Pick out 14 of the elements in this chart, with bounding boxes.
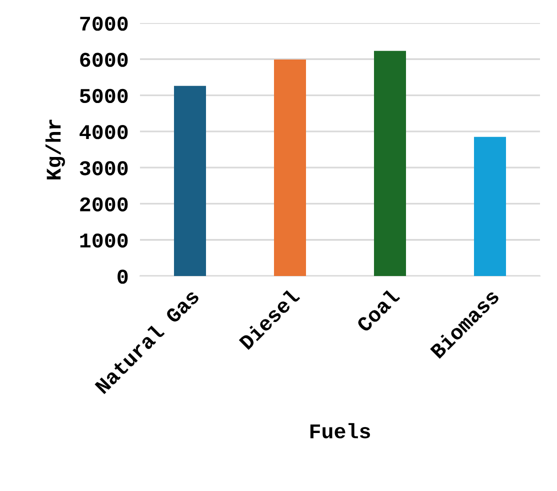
y-tick-label: 0 (118, 270, 128, 284)
bar (474, 136, 506, 276)
y-tick-label: 7000 (80, 16, 128, 31)
y-tick-label: 4000 (80, 125, 128, 140)
y-tick-label: 5000 (80, 88, 128, 104)
x-axis-title: Fuels (310, 423, 370, 438)
y-tick-label: 2000 (80, 197, 128, 212)
y-tick-label: 1000 (80, 233, 128, 248)
bar (374, 50, 406, 276)
y-axis-title: Kg/hr (45, 120, 65, 180)
bar (174, 86, 206, 276)
y-tick-label: 3000 (80, 161, 128, 176)
y-tick-label: 6000 (80, 52, 128, 67)
bar (274, 60, 306, 276)
